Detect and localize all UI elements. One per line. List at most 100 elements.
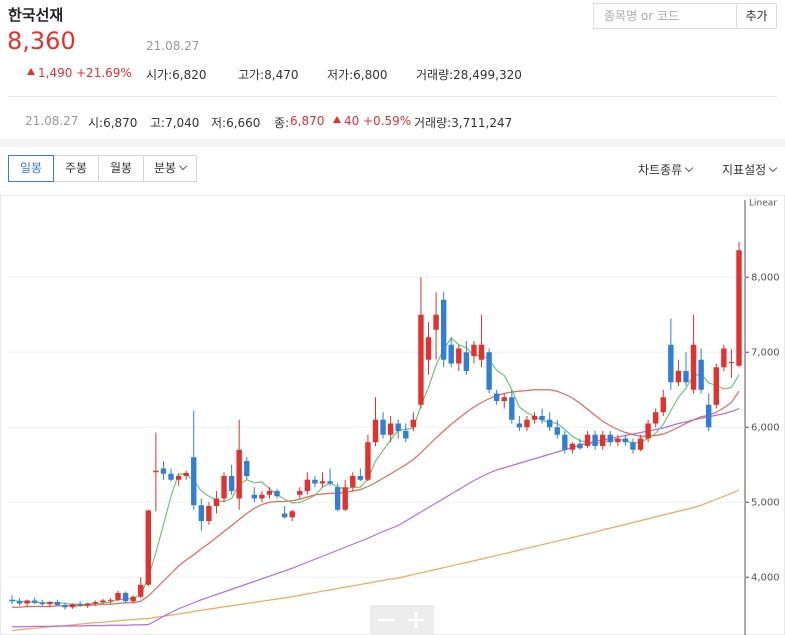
candle-body (577, 443, 583, 449)
candle-body (357, 476, 364, 480)
add-button[interactable]: 추가 (737, 3, 777, 29)
daily-volume: 거래량:3,711,247 (414, 116, 513, 130)
y-tick-label: 6,000 (751, 422, 780, 433)
candle-body (531, 416, 538, 420)
candle-body (637, 438, 644, 450)
candle-body (622, 438, 629, 443)
candle-body (274, 491, 280, 497)
candle-body (213, 498, 220, 506)
candle-body (145, 510, 152, 585)
daily-date: 21.08.27 (25, 114, 79, 128)
candle-body (736, 250, 742, 366)
candle-body (440, 299, 447, 360)
candle-body (380, 419, 386, 435)
candle-body (668, 344, 674, 383)
candle-body (509, 397, 515, 420)
candle-body (168, 473, 174, 480)
candle-body (463, 352, 470, 371)
low-price: 저가:6,800 (327, 68, 388, 82)
candle-body (675, 371, 682, 383)
daily-open: 시:6,870 (88, 116, 138, 130)
tab-weekly[interactable]: 주봉 (53, 155, 99, 182)
candle-body (607, 434, 613, 443)
candle-body (660, 397, 666, 413)
candle-body (327, 481, 333, 484)
candle-body (395, 423, 401, 431)
stock-name: 한국선재 (8, 6, 64, 24)
chevron (684, 163, 694, 173)
up-arrow (27, 68, 35, 75)
candle-body (297, 491, 303, 495)
candle-body (54, 602, 61, 605)
up-arrow (333, 116, 341, 123)
candle-body (289, 511, 295, 518)
divider (8, 96, 777, 97)
candle-body (251, 494, 258, 499)
grid (8, 276, 745, 578)
candle-body (471, 344, 477, 356)
candle-body (478, 344, 485, 360)
candle-body (236, 449, 242, 499)
open-price: 시가:6,820 (146, 68, 207, 82)
candle-body (115, 593, 121, 600)
candle-body (259, 494, 265, 499)
candle-body (312, 479, 318, 484)
candle-body (16, 601, 23, 604)
candle-body (228, 476, 235, 491)
candle-body (690, 344, 697, 390)
candle-body (47, 602, 53, 605)
daily-change-pct: +0.59% (363, 114, 412, 128)
daily-high: 고:7,040 (150, 116, 200, 130)
candle-body (32, 600, 38, 603)
candle-body (728, 362, 735, 363)
change-pct: +21.69% (76, 66, 132, 80)
candle-body (365, 442, 371, 480)
candle-body (319, 481, 326, 484)
chart-type-menu[interactable]: 차트종류 (638, 161, 694, 178)
candles (9, 242, 742, 610)
candle-body (652, 412, 659, 424)
menu-label: 지표설정 (722, 163, 767, 177)
tab-monthly[interactable]: 월봉 (98, 155, 144, 182)
candle-body (92, 602, 99, 604)
price-date: 21.08.27 (146, 39, 200, 53)
candle-body (160, 468, 167, 474)
candle-body (698, 359, 704, 390)
candle-body (425, 337, 432, 360)
zoom-controls[interactable] (370, 605, 434, 635)
candle-body (198, 505, 205, 521)
chart: Linear 4,000 5,000 6,000 7,000 8,000 (0, 195, 785, 635)
candle-body (493, 393, 500, 401)
volume: 거래량:28,499,320 (416, 68, 522, 82)
chart-frame (0, 195, 785, 635)
candle-body (281, 513, 288, 518)
candle-body (562, 434, 568, 450)
candle-body (584, 434, 591, 446)
candle-body (615, 438, 621, 443)
candle-body (546, 419, 553, 428)
tab-minute[interactable]: 분봉 (143, 155, 197, 182)
tab-daily[interactable]: 일봉 (8, 155, 54, 182)
candle-body (24, 600, 30, 604)
search-input[interactable]: 종목명 or 코드 (593, 3, 737, 29)
daily-close-label: 종: (274, 116, 290, 130)
stock-price: 8,360 (7, 27, 76, 55)
candle-body (221, 476, 227, 499)
candle-body (9, 599, 15, 602)
candle-body (85, 603, 91, 606)
candle-body (456, 348, 462, 364)
candle-body (433, 314, 439, 330)
candle-body (350, 476, 356, 488)
candle-body (706, 404, 712, 428)
candle-body (713, 367, 719, 405)
y-tick-label: 7,000 (751, 347, 780, 358)
y-tick-label: 4,000 (751, 572, 780, 583)
candle-body (138, 584, 144, 597)
menu-label: 차트종류 (638, 163, 683, 177)
indicator-menu[interactable]: 지표설정 (722, 161, 778, 178)
high-price: 고가:8,470 (238, 68, 299, 82)
candle-body (721, 348, 727, 368)
candle-body (304, 479, 311, 491)
candle-body (266, 491, 273, 495)
